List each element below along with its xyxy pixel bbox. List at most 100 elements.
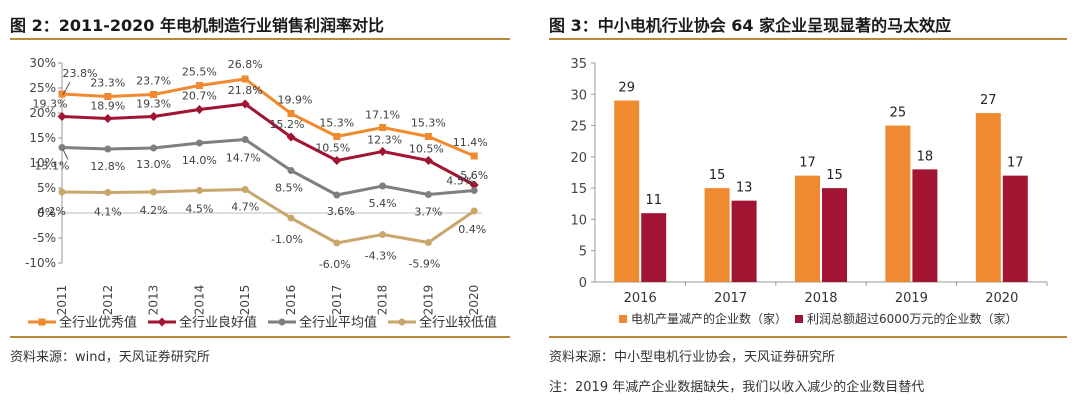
data-label: 23.7% [136, 75, 171, 88]
y-tick-label: 30 [570, 88, 587, 103]
x-tick-label: 2020 [467, 285, 481, 316]
data-point [424, 133, 432, 140]
data-label: 4.5% [185, 203, 213, 216]
source-divider [549, 336, 1067, 338]
data-label: 11.4% [453, 136, 488, 149]
data-point [241, 186, 249, 193]
data-point [58, 144, 66, 151]
bar-value-label: 18 [917, 149, 934, 164]
y-tick-label: 30% [29, 56, 56, 70]
bar [731, 200, 757, 282]
data-label: 15.2% [270, 118, 305, 131]
data-point [423, 156, 433, 165]
data-point [241, 75, 249, 83]
data-point [104, 93, 112, 100]
x-tick-label: 2020 [985, 291, 1018, 306]
data-label: 17.1% [365, 109, 400, 122]
data-point [58, 90, 66, 98]
bar-value-label: 17 [1007, 156, 1024, 171]
data-point [470, 187, 478, 194]
y-tick-label: 10 [570, 213, 587, 228]
y-tick-label: -5% [33, 231, 56, 245]
data-label: -5.9% [408, 258, 440, 271]
data-label: 19.3% [136, 98, 171, 111]
series-line [61, 102, 475, 187]
data-label: 18.9% [90, 100, 125, 113]
data-point [378, 147, 388, 156]
data-label: 8.5% [275, 182, 303, 195]
data-point [57, 112, 67, 121]
line-chart-source: 资料来源：wind，天风证券研究所 [10, 350, 210, 365]
title-divider [10, 38, 510, 40]
data-label: 13.1% [35, 160, 70, 173]
y-tick-label: 15 [570, 182, 587, 197]
x-tick-label: 2018 [804, 291, 837, 306]
x-tick-label: 2019 [895, 291, 928, 306]
data-point [379, 124, 387, 131]
data-label: 4.5% [446, 175, 474, 188]
source-divider [10, 336, 510, 338]
data-point [379, 182, 387, 190]
x-tick-label: 2018 [376, 285, 390, 316]
bar [614, 100, 640, 283]
data-label: 20.7% [182, 90, 217, 103]
bar-chart-note: 注：2019 年减产企业数据缺失，我们以收入减少的企业数目替代 [549, 380, 925, 395]
data-label: 3.6% [327, 205, 355, 218]
y-tick-label: 35 [570, 57, 587, 72]
data-point [379, 231, 387, 238]
data-label: 4.7% [231, 201, 259, 214]
bar-value-label: 15 [709, 168, 726, 183]
y-tick-label: 25% [29, 81, 56, 95]
bar-chart: 0 5 10 15 20 25 30 35 2016 29 11 2017 15 13 2018 17 15 20… [570, 57, 1048, 326]
data-point [287, 110, 295, 117]
data-label: -1.0% [271, 233, 303, 246]
series-line [61, 77, 475, 158]
data-label: 21.8% [228, 84, 263, 97]
bar-value-label: 27 [980, 93, 997, 108]
y-tick-label: 25 [570, 120, 587, 135]
y-tick-label: 0 [579, 276, 587, 291]
data-point [332, 156, 342, 165]
series-line [61, 138, 475, 197]
data-point [104, 145, 112, 153]
data-point [333, 239, 341, 247]
data-label: 14.7% [226, 152, 261, 165]
data-label: 25.5% [182, 66, 217, 79]
bar [912, 169, 938, 282]
data-point [470, 152, 478, 160]
data-point [424, 191, 432, 198]
data-label: 15.3% [411, 117, 446, 130]
data-label: 0.4% [458, 223, 486, 236]
bar [1002, 175, 1028, 282]
bar-value-label: 13 [736, 181, 753, 196]
bar [975, 113, 1001, 282]
data-label: 12.8% [90, 160, 125, 173]
data-label: 5.6% [460, 169, 488, 182]
line-chart-title: 图 2：2011-2020 年电机制造行业销售利润率对比 [10, 16, 384, 35]
data-label: 4.1% [94, 206, 122, 219]
data-label: -6.0% [319, 258, 351, 271]
data-point [150, 188, 158, 196]
bar-value-label: 17 [799, 156, 816, 171]
bar-value-label: 11 [645, 193, 662, 208]
data-label: 23.3% [90, 77, 125, 90]
y-tick-label: 5% [37, 181, 56, 195]
data-label: -4.3% [365, 250, 397, 263]
legend-label: 全行业良好值 [179, 315, 257, 331]
data-label: 4.2% [38, 205, 66, 218]
bar-chart-panel: 图 3：中小电机行业协会 64 家企业呈现显著的马太效应 0 5 10 15 20 25 3… [539, 0, 1079, 411]
series-line [61, 188, 476, 245]
data-label: 4.2% [140, 204, 168, 217]
legend-marker [38, 318, 46, 326]
data-point [333, 191, 341, 199]
data-point [149, 112, 159, 121]
data-point [240, 99, 250, 109]
data-label: 3.7% [414, 206, 442, 219]
x-tick-label: 2014 [192, 285, 206, 316]
data-label: 15.3% [319, 117, 354, 130]
data-label: 19.9% [278, 94, 313, 107]
bar-chart-source: 资料来源：中小型电机行业协会，天风证券研究所 [549, 350, 836, 365]
y-tick-label: 20% [29, 106, 56, 120]
data-point [333, 133, 341, 140]
legend-label: 全行业较低值 [419, 315, 497, 331]
